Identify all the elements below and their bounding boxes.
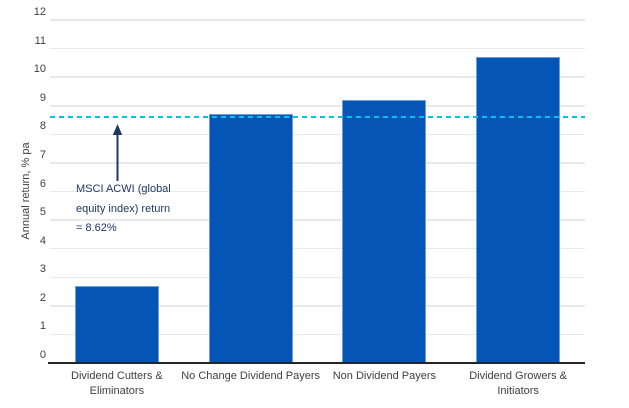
x-axis-label-dividend-cutters-eliminators: Dividend Cutters & Eliminators [71,370,163,397]
y-tick-label-10: 10 [33,63,46,76]
x-axis-line [48,361,585,364]
gridline-5 [50,219,585,221]
bar-dividend-cutters-eliminators [74,285,159,363]
y-tick-label-3: 3 [39,263,46,276]
gridline-3 [50,276,585,278]
y-tick-label-1: 1 [39,320,46,333]
annotation-line-3: = 8.62% [76,222,117,234]
annotation-line-1: MSCI ACWI (global [76,183,171,195]
gridline-4 [50,247,585,250]
bar-dividend-growers-initiators [476,57,561,363]
y-tick-label-4: 4 [39,234,46,247]
gridline-9 [50,105,585,107]
x-axis-label-no-change-dividend-payers: No Change Dividend Payers [181,370,321,382]
gridline-1 [50,333,585,336]
bar-no-change-dividend-payers [208,114,293,363]
gridline-12 [50,19,585,21]
gridline-7 [50,162,585,164]
x-axis-label-dividend-growers-initiators: Dividend Growers & Initiators [469,370,568,397]
x-axis-label-non-dividend-payers: Non Dividend Payers [332,370,437,382]
y-tick-label-7: 7 [39,148,46,161]
bar-non-dividend-payers [342,100,427,363]
y-tick-label-6: 6 [39,177,46,190]
gridline-6 [50,190,585,193]
gridline-2 [50,305,585,307]
annotation-arrow-icon [112,124,123,181]
gridline-10 [50,76,585,78]
y-tick-label-8: 8 [39,120,46,133]
y-tick-label-0: 0 [39,349,46,361]
gridline-8 [50,133,585,136]
reference-line [50,115,585,118]
gridline-11 [50,47,585,50]
y-tick-label-5: 5 [39,206,46,219]
y-tick-label-12: 12 [33,6,46,18]
y-tick-label-11: 11 [34,34,46,47]
y-tick-label-2: 2 [39,291,46,304]
reference-line-annotation: MSCI ACWI (global equity index) return = 8… [76,180,171,239]
y-tick-label-9: 9 [39,91,46,104]
annotation-line-2: equity index) return [76,202,171,215]
